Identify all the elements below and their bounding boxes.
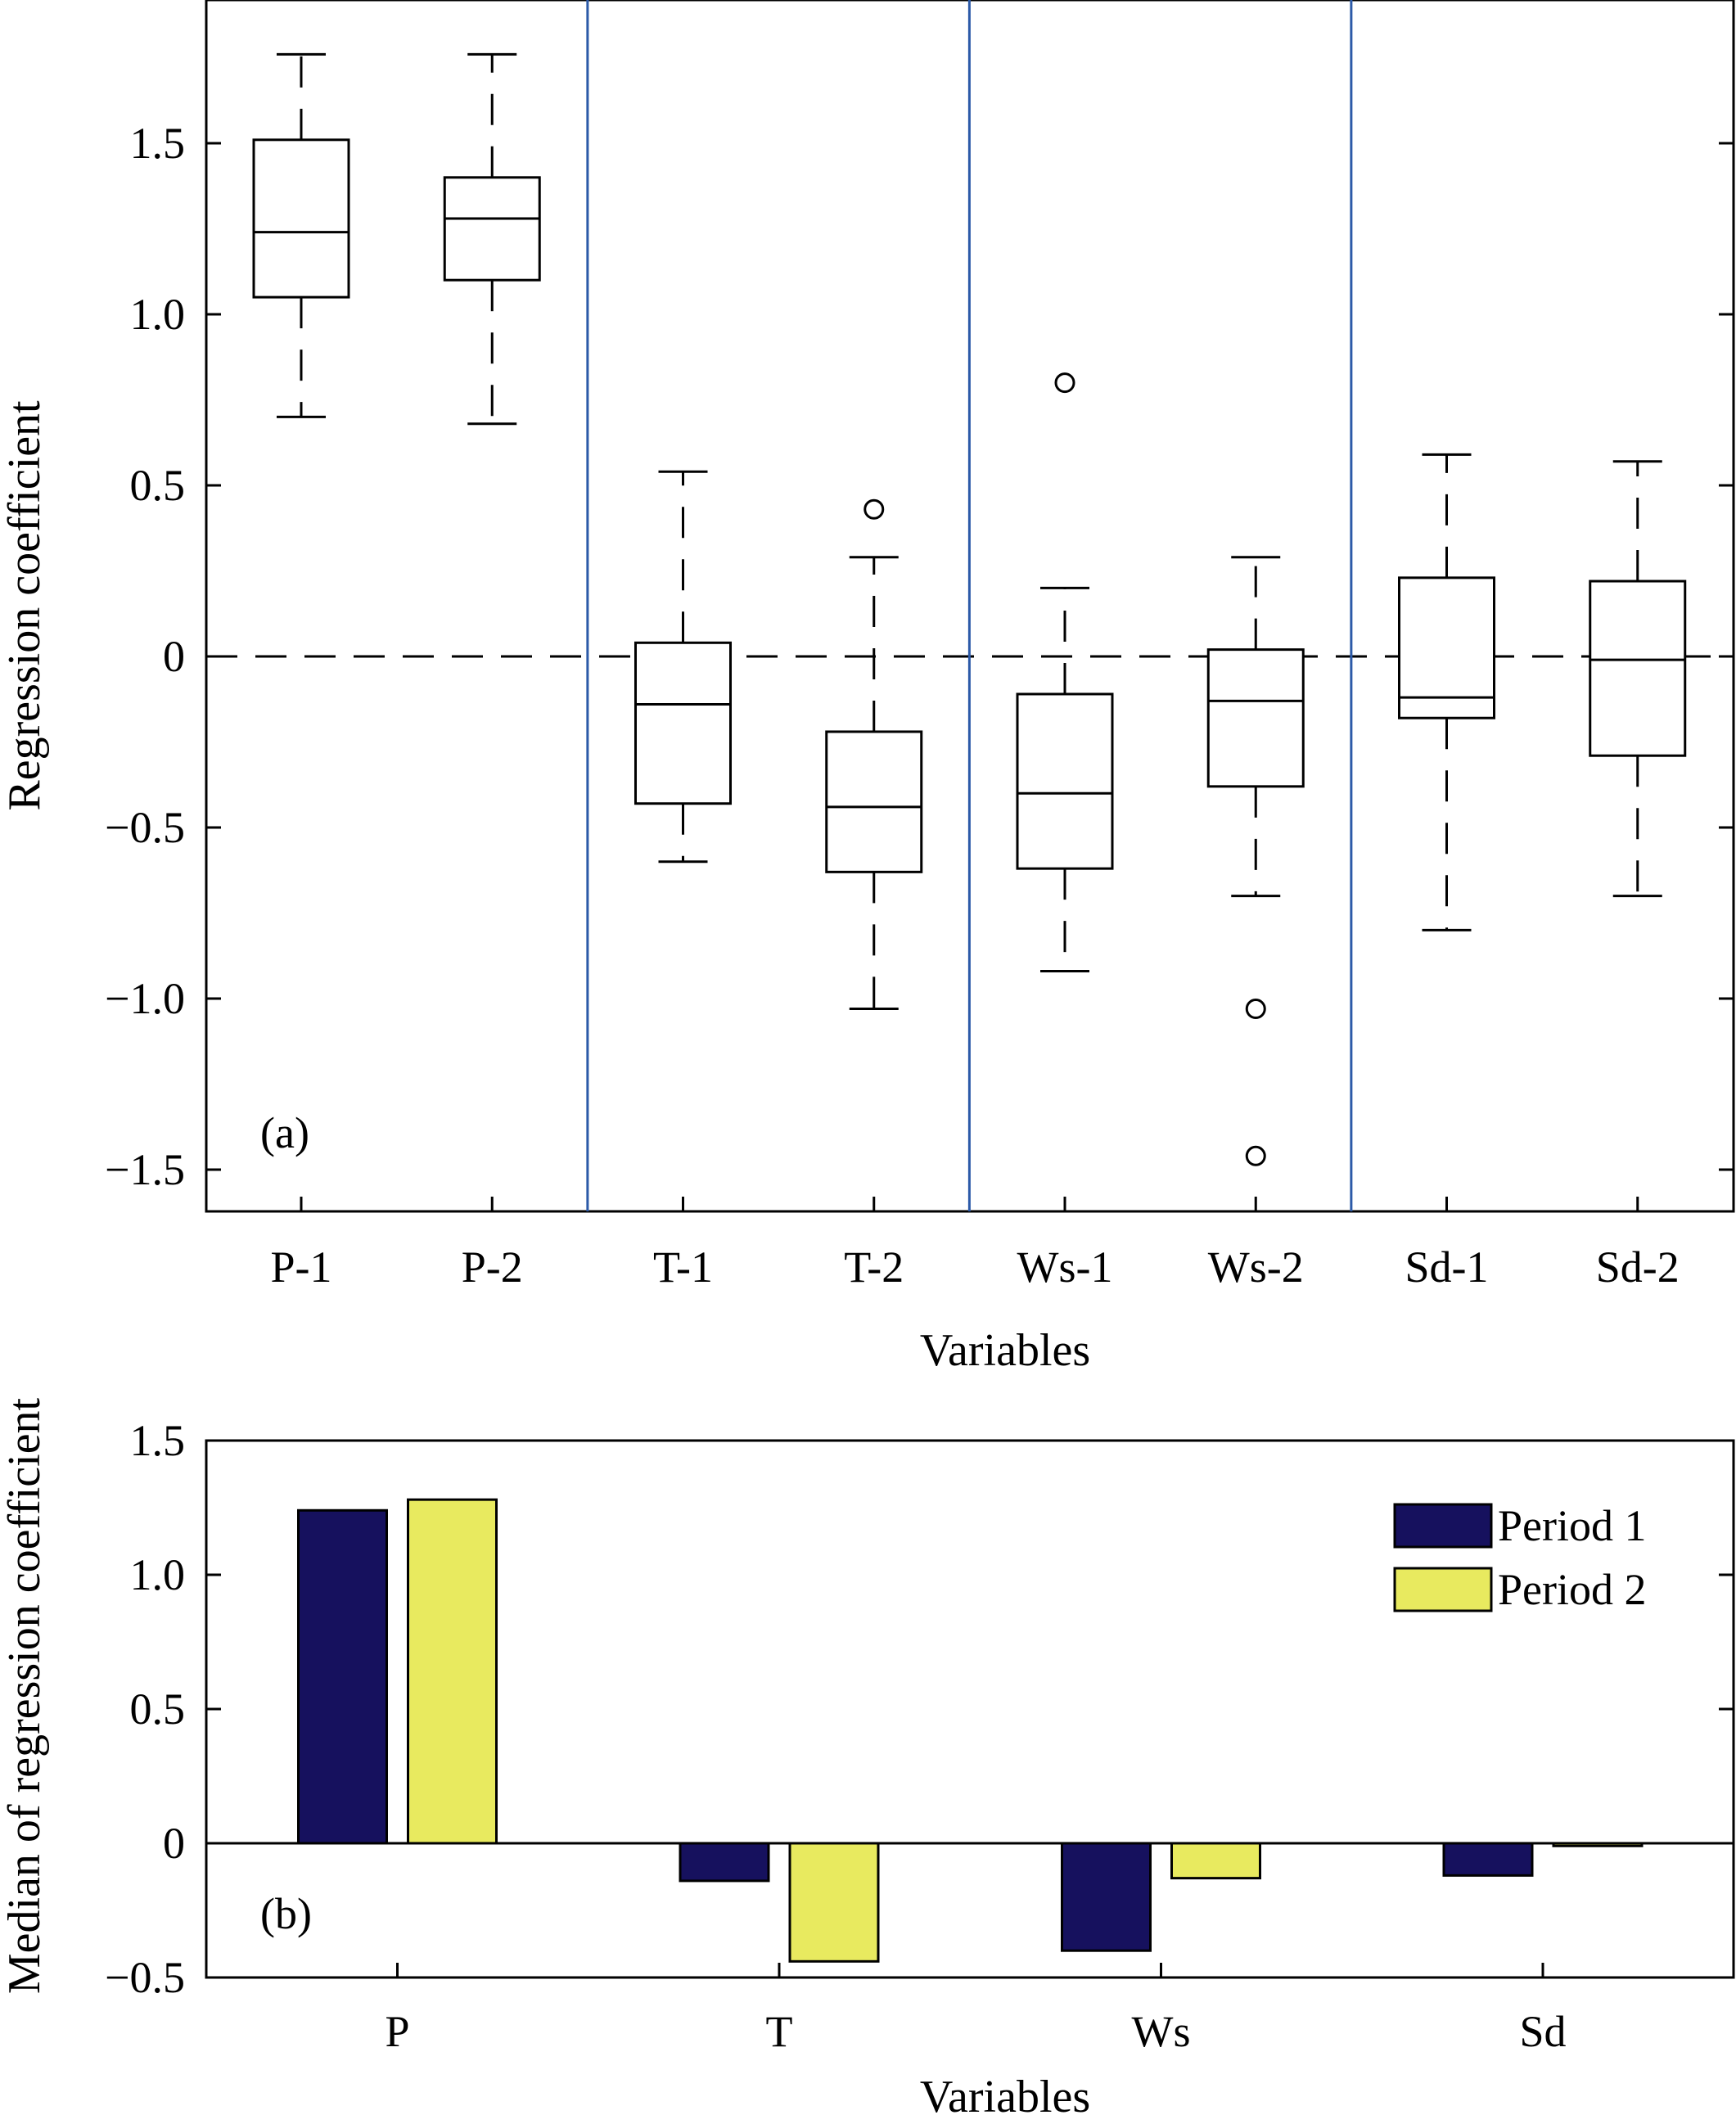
bar-sd-period-2 [1552,1842,1644,1847]
iqr-box [825,730,923,873]
box-t-2 [825,498,923,1011]
legend-swatch-period-1 [1393,1503,1493,1549]
iqr-box [1398,576,1495,719]
x-axis-ticks: P T Ws Sd [385,1963,1567,2056]
panel-label: (a) [260,1108,309,1157]
x-tick-label: T [766,2007,793,2056]
box-t-1 [634,470,732,864]
bar-ws-period-1 [1061,1842,1152,1952]
legend: Period 1 Period 2 [1393,1501,1647,1614]
outlier-point [1245,1145,1266,1166]
y-tick-label: −0.5 [105,1953,185,2002]
iqr-box [252,138,350,299]
group-separators [586,0,1353,1211]
y-tick-label: 0 [163,1819,185,1868]
panel-label: (b) [260,1889,312,1938]
bar-p-period-1 [297,1508,388,1845]
legend-swatch-period-2 [1393,1567,1493,1612]
x-tick-label: P-1 [270,1242,331,1292]
x-tick-label: Sd-2 [1596,1242,1680,1292]
x-tick-label: Ws-1 [1017,1242,1113,1292]
y-axis-title: Median of regression coefficient [0,1397,50,1994]
box-ws-2 [1206,556,1305,1166]
x-axis-title: Variables [920,1325,1090,1376]
y-tick-label: −0.5 [105,803,185,852]
iqr-box [1206,648,1305,788]
x-tick-label: P [385,2007,409,2056]
y-tick-label: 1.0 [130,290,186,339]
y-tick-label: 1.5 [130,1416,186,1465]
bar-p-period-2 [407,1498,498,1845]
x-tick-label: Ws [1132,2007,1191,2056]
x-axis-title: Variables [920,2072,1090,2115]
y-tick-label: 1.5 [130,119,186,168]
x-tick-label: T-1 [653,1242,713,1292]
y-tick-label: −1.5 [105,1145,185,1194]
boxplot-panel: 1.5 1.0 0.5 0 −0.5 −1.0 −1.5 P-1 P-2 T-1 T-2 Ws-1 W… [0,0,1735,1376]
legend-label: Period 2 [1498,1565,1647,1614]
bar-t-period-1 [679,1842,770,1883]
box-p-2 [443,52,541,426]
bar-ws-period-2 [1170,1842,1261,1880]
bar-sd-period-1 [1442,1842,1534,1877]
outlier-point [1054,372,1075,394]
y-axis-ticks: 1.5 1.0 0.5 0 −0.5 −1.0 −1.5 [105,119,1734,1194]
bars [297,1498,1644,1963]
box-ws-1 [1016,372,1114,973]
bar-panel: 1.5 1.0 0.5 0 −0.5 P T Ws Sd (b) Variables Medi… [0,1397,1735,2115]
iqr-box [1589,579,1687,757]
y-tick-label: 0.5 [130,1684,186,1734]
x-tick-label: Sd [1519,2007,1566,2056]
box-sd-2 [1589,460,1687,898]
y-tick-label: 0.5 [130,461,186,510]
iqr-box [443,176,541,282]
y-axis-title: Regression coefficient [0,400,50,811]
y-tick-label: 1.0 [130,1550,186,1599]
outlier-point [863,498,885,520]
x-axis-ticks: P-1 P-2 T-1 T-2 Ws-1 Ws-2 Sd-1 Sd-2 [270,1197,1680,1292]
iqr-box [1016,692,1114,870]
bar-t-period-2 [788,1842,880,1963]
legend-label: Period 1 [1498,1501,1647,1550]
box-p-1 [252,52,350,418]
box-sd-1 [1398,453,1495,931]
y-tick-label: 0 [163,632,185,681]
boxes [252,52,1687,1166]
x-tick-label: Sd-1 [1405,1242,1488,1292]
x-tick-label: Ws-2 [1208,1242,1304,1292]
y-tick-label: −1.0 [105,974,185,1023]
x-tick-label: T-2 [844,1242,904,1292]
x-tick-label: P-2 [462,1242,523,1292]
iqr-box [634,641,732,805]
outlier-point [1245,999,1266,1020]
y-axis-ticks: 1.5 1.0 0.5 0 −0.5 [105,1416,1734,2002]
